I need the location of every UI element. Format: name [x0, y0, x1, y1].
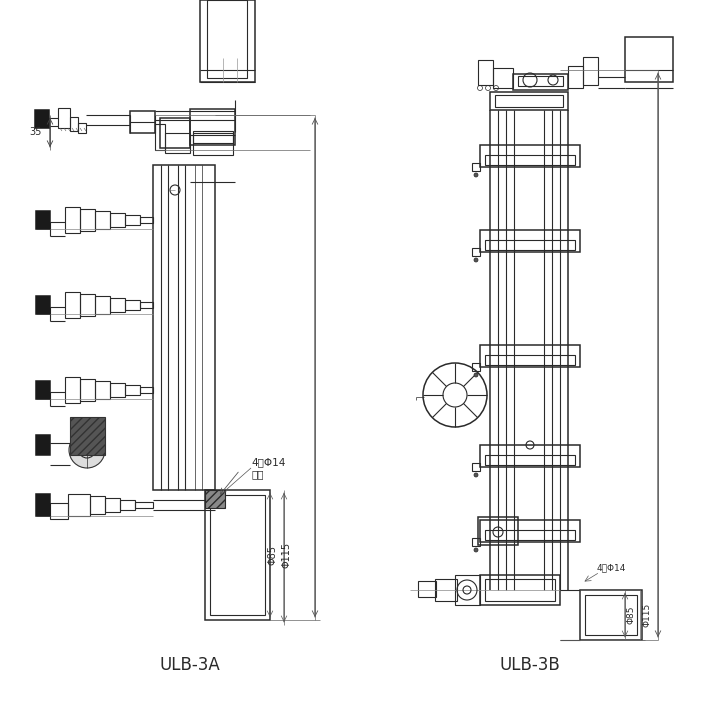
Bar	[200, 0, 255, 82]
Bar	[472, 463, 480, 471]
Bar	[472, 538, 480, 546]
Bar	[583, 57, 598, 85]
Bar	[160, 118, 190, 148]
Bar	[585, 595, 637, 635]
Bar	[493, 68, 513, 88]
Bar	[485, 455, 575, 465]
Bar	[125, 215, 140, 225]
Bar	[80, 294, 95, 316]
Bar	[140, 217, 153, 223]
Bar	[65, 292, 80, 318]
Bar	[480, 345, 580, 367]
Bar	[95, 296, 110, 314]
Bar	[513, 74, 568, 90]
Bar	[480, 145, 580, 167]
Circle shape	[474, 473, 478, 477]
Bar	[80, 379, 95, 401]
Bar	[485, 155, 575, 165]
Bar	[485, 579, 555, 601]
Bar	[65, 377, 80, 403]
Bar	[95, 211, 110, 229]
Bar	[478, 60, 493, 85]
Bar	[205, 490, 270, 620]
Circle shape	[474, 548, 478, 552]
Text: 4－Φ14: 4－Φ14	[597, 563, 627, 572]
Text: Φ85: Φ85	[267, 545, 277, 565]
Text: 4－Φ14: 4－Φ14	[251, 457, 285, 467]
Bar	[80, 209, 95, 231]
Bar	[110, 383, 125, 397]
Circle shape	[474, 373, 478, 377]
Circle shape	[474, 173, 478, 177]
Bar	[155, 124, 165, 150]
Bar	[485, 355, 575, 365]
Bar	[472, 163, 480, 171]
Text: Φ115: Φ115	[642, 603, 651, 627]
Bar	[568, 66, 583, 88]
Bar	[485, 530, 575, 540]
Bar	[190, 109, 235, 145]
Circle shape	[69, 432, 105, 468]
Bar	[36, 494, 50, 516]
Bar	[135, 502, 153, 508]
Text: 均布: 均布	[251, 469, 263, 479]
Text: ULB-3A: ULB-3A	[160, 656, 220, 674]
Bar	[153, 165, 215, 490]
Bar	[210, 495, 265, 615]
Bar	[36, 435, 50, 455]
Text: Φ85: Φ85	[627, 606, 636, 624]
Bar	[207, 0, 247, 78]
Bar	[472, 248, 480, 256]
Bar	[140, 387, 153, 393]
Bar	[518, 76, 563, 86]
Bar	[480, 445, 580, 467]
Bar	[36, 211, 50, 229]
Bar	[36, 296, 50, 314]
Bar	[495, 95, 563, 107]
Bar	[165, 133, 190, 153]
Circle shape	[474, 258, 478, 262]
Bar	[70, 117, 78, 131]
Bar	[193, 133, 233, 143]
Bar	[193, 131, 233, 155]
Bar	[472, 363, 480, 371]
Bar	[455, 575, 480, 605]
Bar	[480, 230, 580, 252]
Bar	[480, 520, 580, 542]
Bar	[125, 385, 140, 395]
Bar	[490, 92, 568, 110]
Bar	[580, 590, 642, 640]
Bar	[70, 417, 105, 455]
Bar	[110, 213, 125, 227]
Bar	[205, 490, 225, 508]
Bar	[435, 579, 457, 601]
Bar	[625, 37, 673, 82]
Bar	[485, 240, 575, 250]
Bar	[90, 496, 105, 514]
Bar	[36, 381, 50, 399]
Bar	[120, 500, 135, 510]
Bar	[478, 517, 518, 545]
Bar	[130, 111, 155, 133]
Bar	[110, 298, 125, 312]
Bar	[35, 110, 49, 128]
Bar	[50, 503, 68, 519]
Bar	[78, 123, 86, 133]
Bar	[125, 300, 140, 310]
Bar	[418, 581, 436, 597]
Bar	[95, 381, 110, 399]
Bar	[65, 207, 80, 233]
Bar	[58, 108, 70, 128]
Bar	[480, 575, 560, 605]
Text: 35: 35	[30, 127, 42, 137]
Text: Φ115: Φ115	[282, 542, 292, 568]
Text: ULB-3B: ULB-3B	[500, 656, 560, 674]
Bar	[140, 302, 153, 308]
Bar	[105, 498, 120, 512]
Bar	[68, 494, 90, 516]
